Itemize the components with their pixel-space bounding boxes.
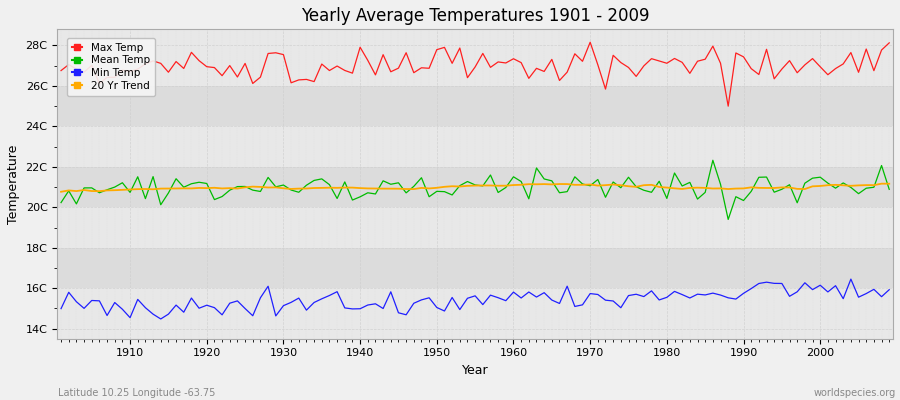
Legend: Max Temp, Mean Temp, Min Temp, 20 Yr Trend: Max Temp, Mean Temp, Min Temp, 20 Yr Tre… — [67, 38, 155, 96]
Text: Latitude 10.25 Longitude -63.75: Latitude 10.25 Longitude -63.75 — [58, 388, 216, 398]
Bar — [58, 207, 893, 248]
Bar — [58, 126, 893, 167]
Y-axis label: Temperature: Temperature — [7, 144, 20, 224]
Bar — [58, 248, 893, 288]
Bar — [58, 46, 893, 86]
Bar — [58, 288, 893, 329]
Bar — [58, 167, 893, 207]
X-axis label: Year: Year — [462, 364, 489, 377]
Bar — [58, 86, 893, 126]
Title: Yearly Average Temperatures 1901 - 2009: Yearly Average Temperatures 1901 - 2009 — [301, 7, 650, 25]
Text: worldspecies.org: worldspecies.org — [814, 388, 896, 398]
